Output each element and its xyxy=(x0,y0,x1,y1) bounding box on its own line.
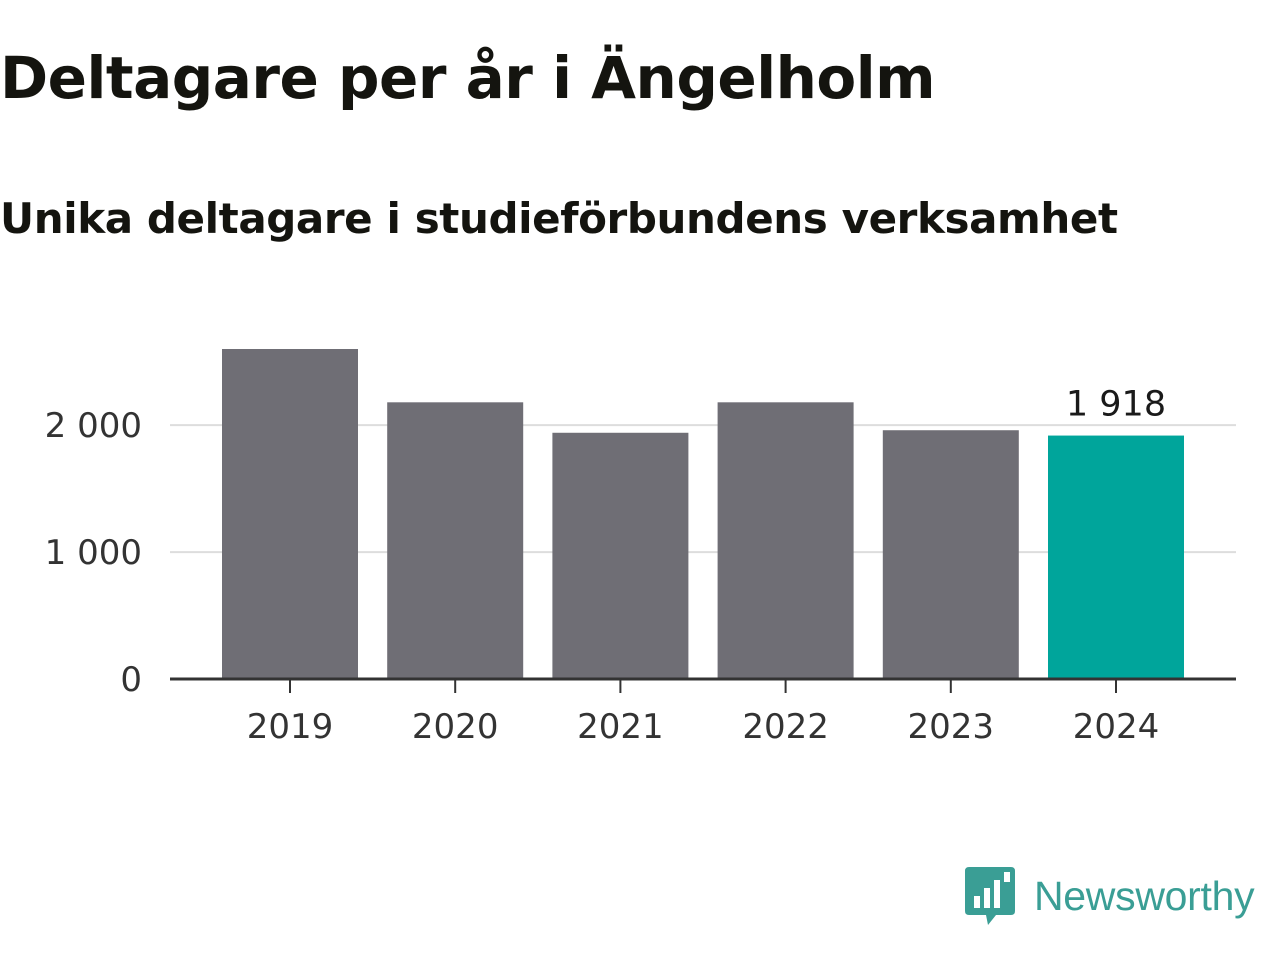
bar-2019 xyxy=(222,349,358,679)
x-tick-label: 2024 xyxy=(1073,707,1160,747)
bar-2024 xyxy=(1048,435,1184,679)
chart-title: Deltagare per år i Ängelholm xyxy=(0,44,936,112)
x-tick-label: 2019 xyxy=(247,707,334,747)
y-tick-label: 1 000 xyxy=(45,533,142,573)
data-label: 1 918 xyxy=(1066,385,1166,425)
bar-chart-speech-bubble-icon xyxy=(965,867,1015,925)
bar-2023 xyxy=(882,430,1019,679)
x-tick-label: 2023 xyxy=(908,707,995,747)
bar-2020 xyxy=(387,402,524,679)
bar-2021 xyxy=(552,432,689,679)
x-tick-label: 2022 xyxy=(742,707,829,747)
chart-subtitle: Unika deltagare i studieförbundens verks… xyxy=(0,194,1118,243)
y-tick-label: 0 xyxy=(120,660,142,700)
x-axis xyxy=(170,677,1236,693)
bar-2022 xyxy=(717,402,854,679)
x-tick-label: 2021 xyxy=(577,707,664,747)
x-tick-label: 2020 xyxy=(412,707,499,747)
labels: 0 1 000 2 000 2019 2020 2021 2022 2023 2024 1 918 xyxy=(45,385,1166,747)
y-tick-label: 2 000 xyxy=(45,406,142,446)
brand-name: Newsworthy xyxy=(1034,872,1255,919)
brand-logo: Newsworthy xyxy=(964,866,1255,926)
bars xyxy=(222,349,1184,679)
